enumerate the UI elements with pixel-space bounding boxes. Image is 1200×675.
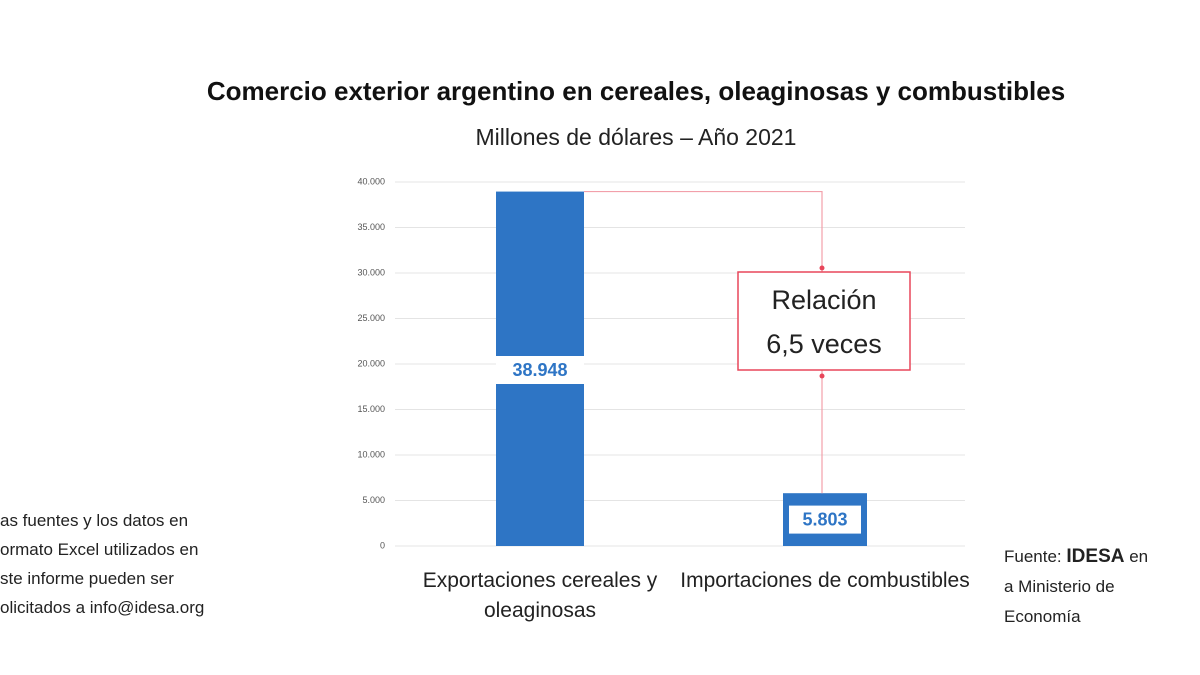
x-tick-label: Importaciones de combustibles (680, 569, 970, 592)
source-bold: IDESA (1066, 546, 1125, 567)
value-label-box (789, 505, 861, 534)
connector-line (584, 190, 823, 494)
x-tick-label: Exportaciones cereales y oleaginosas (422, 569, 658, 622)
note-line: olicitados a info@idesa.org (0, 598, 205, 617)
note-line: ste informe pueden ser (0, 569, 174, 588)
note-line: ormato Excel utilizados en (0, 540, 199, 559)
source-line: Fuente: IDESA en (1004, 543, 1148, 571)
source-prefix: Fuente: (1004, 547, 1062, 566)
chart-subtitle: Millones de dólares – Año 2021 (476, 124, 797, 150)
arrow-dot (819, 373, 825, 379)
chart-title: Comercio exterior argentino en cereales,… (207, 76, 1065, 106)
y-tick-label: 25.000 (357, 313, 385, 323)
value-label-box (496, 356, 584, 384)
value-label: 5.803 (802, 509, 847, 529)
y-tick-label: 0 (380, 540, 385, 550)
y-tick-label: 20.000 (357, 358, 385, 368)
value-label: 38.948 (512, 360, 567, 380)
y-tick-label: 10.000 (357, 449, 385, 459)
source-line: Economía (1004, 607, 1081, 626)
source-suffix: en (1129, 547, 1149, 566)
annotation-box (737, 271, 911, 371)
y-tick-label: 30.000 (357, 267, 385, 277)
y-tick-label: 35.000 (357, 222, 385, 232)
source-line: a Ministerio de (1004, 577, 1115, 596)
arrow-dot (819, 265, 825, 271)
annotation-text: Relación (771, 285, 876, 315)
y-tick-label: 40.000 (357, 176, 385, 186)
annotation-text: 6,5 veces (766, 329, 882, 359)
y-tick-label: 5.000 (362, 495, 385, 505)
note-line: as fuentes y los datos en (0, 511, 189, 530)
y-tick-label: 15.000 (357, 404, 385, 414)
